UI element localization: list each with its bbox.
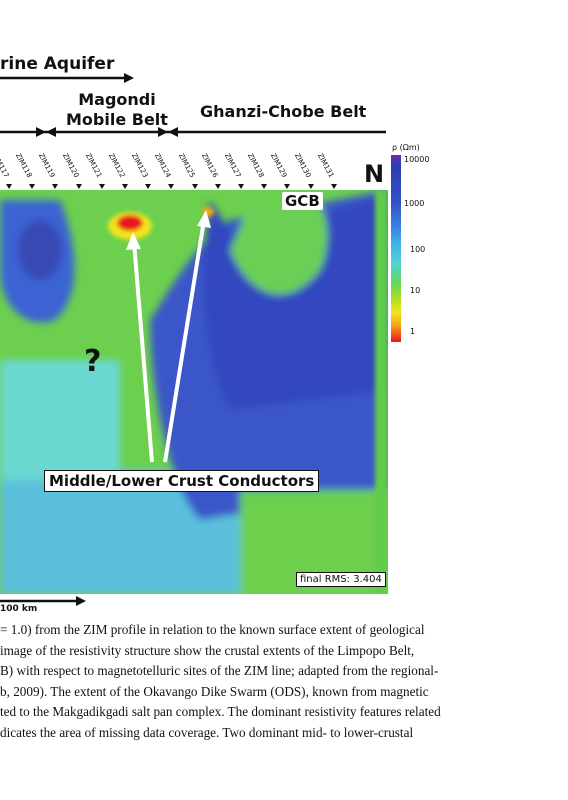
resistivity-section — [0, 190, 388, 594]
site-marker — [284, 184, 291, 189]
north-label: N — [364, 160, 385, 188]
site-label: ZIM126 — [199, 152, 220, 179]
conductor-arrow-right — [163, 219, 206, 463]
colorbar-tick-label: 1 — [410, 327, 416, 336]
aquifer-arrow — [0, 73, 134, 83]
site-marker — [52, 184, 59, 189]
region-ghanzi-label: Ghanzi-Chobe Belt — [200, 102, 367, 121]
site-marker — [29, 184, 36, 189]
site-label: ZIM125 — [176, 152, 196, 179]
region-magondi-label: Magondi Mobile Belt — [66, 90, 168, 129]
caption-line: ted to the Makgadikgadi salt pan complex… — [0, 704, 441, 720]
caption-line: b, 2009). The extent of the Okavango Dik… — [0, 683, 429, 699]
site-label: ZIM130 — [292, 152, 312, 179]
gcb-label: GCB — [282, 192, 323, 210]
colorbar-tick-label: 10 — [410, 286, 421, 295]
site-marker — [307, 184, 314, 189]
colorbar-title: ρ (Ωm) — [392, 143, 420, 152]
caption-line: image of the resistivity structure show … — [0, 642, 415, 658]
site-label: ZIM128 — [246, 152, 266, 179]
site-label: ZIM120 — [60, 152, 80, 179]
caption-line: B) with respect to magnetotelluric sites… — [0, 663, 439, 679]
site-label: ZIM118 — [14, 152, 34, 179]
colorbar — [391, 155, 401, 342]
site-marker — [168, 184, 175, 189]
caption-line: = 1.0) from the ZIM profile in relation … — [0, 622, 425, 637]
scale-arrow — [0, 596, 86, 606]
colorbar-tick-label: 100 — [410, 245, 426, 254]
site-label: ZIM117 — [0, 152, 11, 179]
site-marker — [145, 184, 152, 189]
site-marker — [330, 184, 337, 189]
site-marker — [6, 184, 12, 189]
site-marker — [261, 184, 268, 189]
rms-label: final RMS: 3.404 — [296, 572, 386, 587]
aquifer-label: rine Aquifer — [0, 54, 115, 74]
site-label: ZIM131 — [315, 152, 336, 179]
site-label: ZIM127 — [222, 152, 243, 179]
site-label: ZIM123 — [130, 152, 150, 179]
site-label: ZIM129 — [269, 152, 289, 179]
conductor-arrow-left — [132, 241, 154, 463]
site-marker — [214, 184, 221, 189]
site-marker — [75, 184, 82, 189]
site-marker — [98, 184, 105, 189]
figure: rine Aquifer Magondi Mobile Belt Ghanzi-… — [0, 54, 430, 614]
colorbar-tick-label: 1000 — [404, 199, 425, 208]
colorbar-tick-label: 10000 — [404, 155, 430, 164]
figure-caption: = 1.0) from the ZIM profile in relation … — [0, 620, 480, 744]
site-marker — [191, 184, 198, 189]
site-label: ZIM122 — [106, 152, 127, 179]
missing-data-question-mark: ? — [84, 344, 102, 379]
scale-label: 100 km — [0, 604, 38, 614]
site-marker — [122, 184, 128, 189]
site-label: ZIM124 — [153, 152, 173, 179]
site-marker — [238, 184, 244, 189]
region-extent-arrows — [0, 127, 386, 137]
site-label: ZIM119 — [37, 152, 57, 179]
site-label: ZIM121 — [83, 152, 104, 179]
conductor-label: Middle/Lower Crust Conductors — [44, 470, 320, 492]
caption-line: dicates the area of missing data coverag… — [0, 724, 414, 740]
